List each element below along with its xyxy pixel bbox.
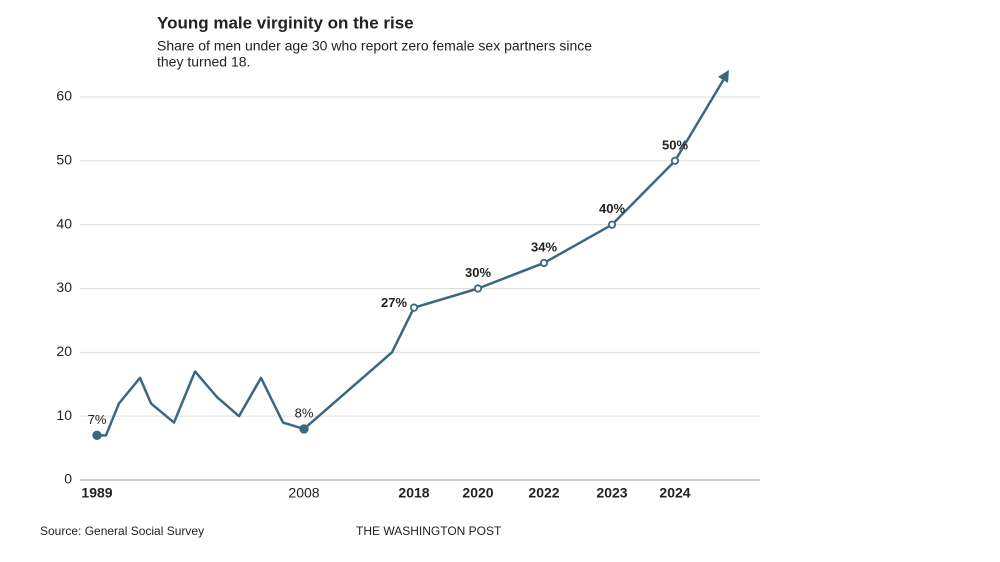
y-tick-label: 10: [56, 407, 72, 423]
y-tick-label: 30: [56, 279, 72, 295]
x-tick-label: 2020: [462, 485, 493, 501]
point: [539, 258, 549, 268]
chart-subtitle: they turned 18.: [157, 54, 250, 70]
point: [670, 156, 680, 165]
data-label: 40%: [599, 201, 625, 216]
chart-title: Young male virginity on the rise: [157, 13, 414, 32]
data-label: 27%: [381, 295, 407, 310]
x-tick-label: 2022: [528, 485, 559, 501]
point: [299, 424, 309, 434]
y-tick-label: 50: [56, 152, 72, 168]
y-tick-label: 40: [56, 215, 72, 231]
trend-arrow: [673, 73, 729, 162]
x-tick-label: 2008: [288, 485, 319, 501]
data-label: 30%: [465, 265, 491, 280]
x-tick-label: 2023: [596, 485, 627, 501]
point: [92, 430, 102, 441]
data-label: 8%: [295, 405, 314, 420]
data-label: 7%: [88, 412, 107, 427]
x-tick-label: 1989: [81, 485, 112, 501]
y-tick-label: 60: [56, 88, 72, 104]
point: [607, 220, 617, 229]
line: [97, 159, 676, 437]
y-tick-label: 0: [64, 471, 72, 487]
x-tick-label: 2024: [659, 485, 690, 501]
x-tick-label: 2018: [398, 485, 429, 501]
point: [473, 284, 483, 293]
arrow-head: [718, 69, 729, 83]
chart-subtitle: Share of men under age 30 who report zer…: [157, 38, 592, 54]
y-tick-label: 20: [56, 343, 72, 359]
data-label: 50%: [662, 137, 688, 152]
source: Source: General Social Survey: [40, 524, 204, 538]
point: [409, 303, 419, 312]
data-label: 34%: [531, 239, 557, 254]
credit: THE WASHINGTON POST: [356, 524, 502, 538]
